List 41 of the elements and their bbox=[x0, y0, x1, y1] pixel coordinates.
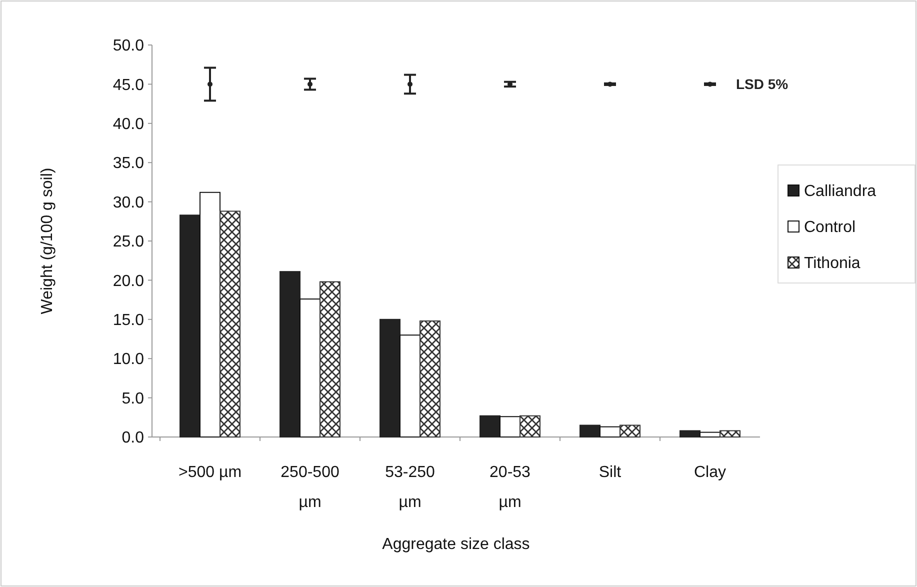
x-tick-label: 53-250 µm bbox=[385, 464, 436, 511]
series-label: LSD 5% bbox=[736, 76, 789, 92]
y-tick-label: 30.0 bbox=[112, 194, 144, 212]
legend-label: Calliandra bbox=[804, 183, 876, 200]
y-tick-label: 20.0 bbox=[112, 272, 144, 290]
x-axis-title: Aggregate size class bbox=[382, 536, 530, 553]
bar bbox=[320, 281, 340, 438]
bar bbox=[500, 416, 520, 438]
legend-label: Control bbox=[804, 219, 856, 236]
bar bbox=[720, 430, 740, 438]
bar bbox=[480, 415, 500, 438]
bar bbox=[620, 424, 640, 438]
y-tick-label: 10.0 bbox=[112, 351, 144, 368]
x-tick-label: Clay bbox=[694, 464, 726, 481]
y-tick-label: 5.0 bbox=[122, 390, 144, 408]
bar bbox=[180, 214, 200, 438]
bar bbox=[200, 192, 220, 438]
y-tick-label: 50.0 bbox=[112, 38, 144, 55]
bar bbox=[300, 298, 320, 438]
x-tick-label: 250-500 µm bbox=[280, 464, 340, 511]
y-axis-title: Weight (g/100 g soil) bbox=[39, 168, 56, 314]
y-tick-label: 15.0 bbox=[112, 312, 144, 329]
y-tick-label: 0.0 bbox=[122, 430, 144, 447]
legend-label: Tithonia bbox=[804, 255, 860, 272]
y-tick-label: 25.0 bbox=[112, 234, 144, 251]
bar bbox=[380, 318, 400, 438]
bar bbox=[280, 271, 300, 438]
y-tick-label: 40.0 bbox=[112, 116, 144, 133]
bar bbox=[420, 320, 440, 438]
bar bbox=[600, 426, 620, 438]
x-tick-label: 20-53 µm bbox=[490, 464, 531, 511]
bar bbox=[220, 210, 240, 438]
bar bbox=[700, 432, 720, 438]
bar bbox=[400, 334, 420, 438]
bar bbox=[680, 430, 700, 438]
x-tick-label: >500 µm bbox=[178, 464, 242, 481]
y-tick-label: 35.0 bbox=[112, 155, 144, 172]
bar bbox=[520, 415, 540, 438]
x-tick-label: Silt bbox=[598, 464, 622, 481]
y-tick-label: 45.0 bbox=[112, 76, 144, 94]
bar bbox=[580, 424, 600, 438]
